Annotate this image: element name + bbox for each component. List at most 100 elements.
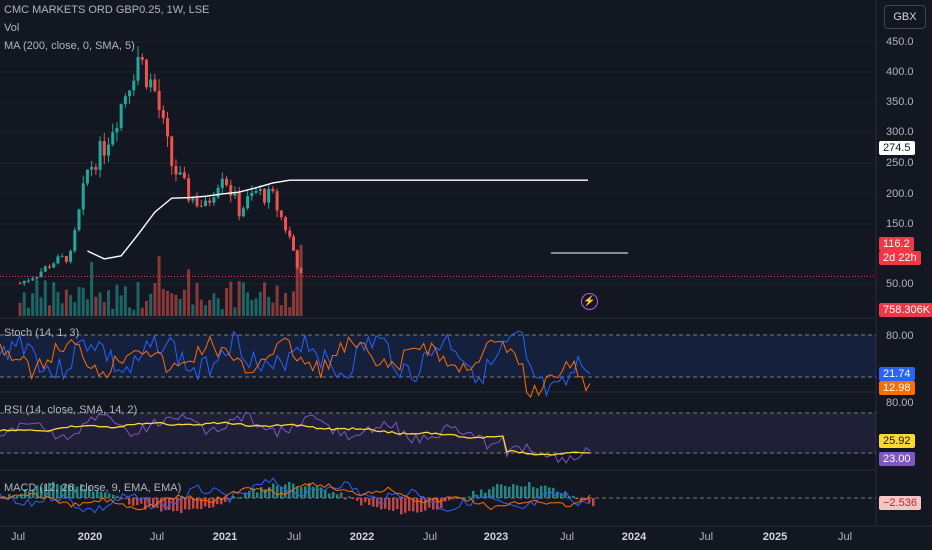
macd-histogram-bar xyxy=(292,483,295,498)
candle xyxy=(60,256,64,258)
macd-histogram-bar xyxy=(400,498,403,515)
volume-bar xyxy=(275,285,279,316)
volume-bar xyxy=(77,287,81,316)
rsi-label: RSI (14, close, SMA, 14, 2) xyxy=(4,404,138,416)
last-price-tag: 116.2 xyxy=(879,237,914,251)
volume-bar xyxy=(279,305,283,316)
candle xyxy=(149,79,153,88)
moving-average-line xyxy=(87,179,588,260)
macd-label: MACD (12, 26, close, 9, EMA, EMA) xyxy=(4,482,182,494)
macd-histogram-bar xyxy=(368,498,371,506)
candle xyxy=(56,256,60,264)
macd-histogram-bar xyxy=(408,498,411,512)
macd-histogram-bar xyxy=(112,494,115,498)
rsi-sma-tag: 25.92 xyxy=(879,434,915,448)
volume-bar xyxy=(18,302,22,316)
macd-histogram-bar xyxy=(260,487,263,498)
macd-histogram-bar xyxy=(56,484,59,498)
volume-bar xyxy=(208,300,212,316)
macd-histogram-bar xyxy=(560,492,563,498)
macd-histogram-bar xyxy=(552,487,555,498)
volume-tag: 758.306K xyxy=(879,303,932,317)
volume-bar xyxy=(64,289,68,316)
volume-bar xyxy=(111,308,115,316)
candle xyxy=(64,256,68,262)
macd-histogram-bar xyxy=(424,498,427,511)
volume-bar xyxy=(246,292,250,316)
macd-histogram-bar xyxy=(444,498,447,502)
volume-bar xyxy=(288,307,292,316)
candle xyxy=(153,79,157,91)
macd-histogram-bar xyxy=(456,497,459,499)
macd-histogram-bar xyxy=(148,498,151,507)
candle xyxy=(98,141,102,170)
lightning-icon[interactable]: ⚡ xyxy=(581,293,598,310)
volume-bar xyxy=(43,280,47,316)
time-axis-label: Jul xyxy=(422,531,438,543)
macd-histogram-bar xyxy=(440,498,443,509)
currency-button[interactable]: GBX xyxy=(884,5,926,29)
candle xyxy=(284,217,288,231)
candle xyxy=(233,192,237,196)
macd-histogram-bar xyxy=(184,498,187,510)
candle xyxy=(275,191,279,211)
volume-bar xyxy=(284,292,288,316)
rsi-axis-80: 80.00 xyxy=(886,397,914,409)
macd-histogram-bar xyxy=(24,489,27,498)
candle xyxy=(39,271,43,277)
candle xyxy=(102,141,106,156)
volume-bar xyxy=(107,290,111,316)
volume-bar xyxy=(115,284,119,316)
time-axis-label: Jul xyxy=(286,531,302,543)
candle xyxy=(212,197,216,203)
volume-bar xyxy=(90,261,94,316)
price-axis-label: 200.0 xyxy=(886,188,914,200)
volume-bar xyxy=(250,299,254,316)
macd-histogram-bar xyxy=(144,498,147,510)
ma-value-tag: 274.5 xyxy=(879,141,915,155)
volume-bar xyxy=(271,302,275,316)
rsi-value-tag: 23.00 xyxy=(879,452,915,466)
macd-histogram-bar xyxy=(220,498,223,505)
macd-histogram-bar xyxy=(172,498,175,512)
time-axis-label: Jul xyxy=(559,531,575,543)
macd-histogram-bar xyxy=(252,488,255,498)
candle xyxy=(69,250,73,262)
candle xyxy=(52,263,56,268)
macd-histogram-bar xyxy=(160,498,163,512)
volume-bar xyxy=(132,309,136,316)
candle xyxy=(220,178,224,188)
volume-label: Vol xyxy=(4,22,20,34)
macd-histogram-bar xyxy=(128,498,131,505)
candle xyxy=(170,136,174,167)
macd-histogram-bar xyxy=(548,487,551,498)
candle xyxy=(48,266,52,268)
macd-histogram-bar xyxy=(572,495,575,498)
macd-histogram-bar xyxy=(44,484,47,498)
macd-histogram-bar xyxy=(432,498,435,510)
macd-histogram-bar xyxy=(520,486,523,498)
candle xyxy=(136,57,140,81)
time-axis-label: 2020 xyxy=(77,531,103,543)
candle xyxy=(77,209,81,231)
candle xyxy=(254,191,258,193)
macd-histogram-bar xyxy=(300,487,303,498)
ma-label: MA (200, close, 0, SMA, 5) xyxy=(4,40,135,52)
volume-bar xyxy=(85,299,89,316)
candle xyxy=(279,210,283,218)
macd-histogram-bar xyxy=(376,498,379,508)
macd-histogram-bar xyxy=(192,498,195,509)
candle xyxy=(208,200,212,203)
candle xyxy=(195,197,199,206)
macd-histogram-bar xyxy=(328,493,331,498)
macd-histogram-bar xyxy=(332,491,335,498)
macd-histogram-bar xyxy=(272,483,275,498)
macd-histogram-bar xyxy=(556,491,559,498)
volume-bar xyxy=(258,291,262,316)
volume-bar xyxy=(31,293,35,316)
stoch-d-tag: 12.98 xyxy=(879,381,915,395)
bar-countdown: 2d 22h xyxy=(879,251,921,265)
macd-histogram-bar xyxy=(152,498,155,509)
macd-histogram-bar xyxy=(108,493,111,498)
